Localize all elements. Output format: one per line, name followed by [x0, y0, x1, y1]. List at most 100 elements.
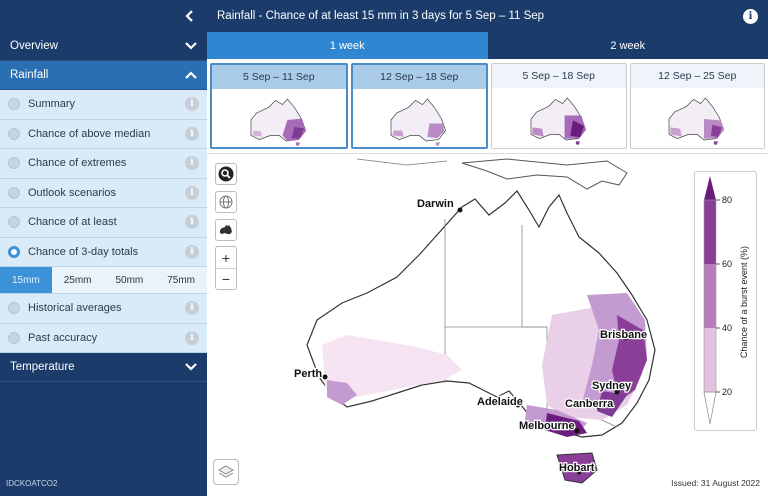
- sidebar-section-label: Temperature: [10, 361, 75, 373]
- sidebar-item-label: Chance of above median: [28, 127, 151, 140]
- radio-button-selected[interactable]: [8, 245, 20, 258]
- chevron-down-icon: [185, 363, 197, 371]
- sidebar-section-label: Overview: [10, 40, 58, 52]
- rainfall-submenu: Summary i Chance of above median i Chanc…: [0, 90, 207, 353]
- product-code: IDCKOATCO2: [6, 479, 58, 488]
- chevron-down-icon: [185, 42, 197, 50]
- sidebar-item-summary[interactable]: Summary i: [0, 90, 207, 120]
- australia-icon: [220, 225, 232, 234]
- zoom-out-button[interactable]: −: [216, 268, 236, 289]
- radio-button[interactable]: [8, 186, 20, 199]
- search-button[interactable]: [215, 163, 237, 185]
- legend-tick: 80: [722, 195, 732, 205]
- period-label: 5 Sep – 11 Sep: [212, 65, 346, 89]
- info-icon[interactable]: i: [185, 330, 199, 345]
- threshold-option-15mm[interactable]: 15mm: [0, 267, 52, 293]
- mini-map-icon: [390, 98, 447, 146]
- threshold-selector: 15mm 25mm 50mm 75mm: [0, 267, 207, 294]
- info-icon[interactable]: i: [185, 215, 199, 230]
- search-icon: [218, 166, 234, 182]
- legend-tick: 40: [722, 323, 732, 333]
- globe-button[interactable]: [215, 191, 237, 213]
- city-label-perth: Perth: [294, 368, 322, 380]
- period-label: 12 Sep – 25 Sep: [630, 64, 764, 88]
- city-label-sydney: Sydney: [592, 380, 632, 392]
- radio-button[interactable]: [8, 98, 20, 111]
- period-thumbnail[interactable]: 12 Sep – 25 Sep: [629, 63, 765, 149]
- sidebar-item-chance-at-least[interactable]: Chance of at least i: [0, 208, 207, 238]
- legend-tick: 20: [722, 387, 732, 397]
- info-icon[interactable]: i: [743, 8, 758, 24]
- chevron-up-icon: [185, 71, 197, 79]
- sidebar-section-label: Rainfall: [10, 69, 49, 81]
- threshold-option-50mm[interactable]: 50mm: [115, 274, 144, 286]
- radio-button[interactable]: [8, 127, 20, 140]
- sidebar-item-label: Summary: [28, 98, 76, 111]
- legend-title: Chance of a burst event (%): [739, 246, 749, 358]
- period-thumbnail[interactable]: 5 Sep – 18 Sep: [491, 63, 627, 149]
- australia-map[interactable]: Darwin Brisbane Perth Sydney Adelaide Ca…: [207, 155, 768, 496]
- sidebar-item-label: Outlook scenarios: [28, 186, 117, 199]
- layers-icon: [218, 465, 234, 478]
- legend-colorbar: 80 60 40 20 Chance of a burst event (%): [703, 176, 749, 425]
- sidebar-item-outlook-scenarios[interactable]: Outlook scenarios i: [0, 179, 207, 208]
- legend: 80 60 40 20 Chance of a burst event (%): [694, 171, 757, 431]
- main-panel: Rainfall - Chance of at least 15 mm in 3…: [207, 0, 768, 496]
- radio-button[interactable]: [8, 331, 20, 344]
- australia-view-button[interactable]: [215, 219, 237, 241]
- mini-map-icon: [668, 97, 725, 145]
- info-icon[interactable]: i: [185, 97, 199, 112]
- info-icon[interactable]: i: [185, 244, 199, 259]
- title-bar: Rainfall - Chance of at least 15 mm in 3…: [207, 0, 768, 32]
- page-title: Rainfall - Chance of at least 15 mm in 3…: [217, 10, 545, 22]
- city-label-hobart: Hobart: [559, 462, 595, 474]
- sidebar-item-chance-above-median[interactable]: Chance of above median i: [0, 120, 207, 149]
- zoom-in-button[interactable]: +: [221, 249, 231, 266]
- week-tabs: 1 week 2 week: [207, 32, 768, 59]
- mini-map-icon: [530, 97, 586, 145]
- mini-map-icon: [250, 98, 306, 146]
- radio-button[interactable]: [8, 216, 20, 229]
- sidebar-item-historical-averages[interactable]: Historical averages i: [0, 294, 207, 324]
- sidebar-item-chance-3day-totals[interactable]: Chance of 3-day totals i: [0, 238, 207, 267]
- sidebar-collapse-bar: [0, 0, 207, 32]
- period-thumbnails: 5 Sep – 11 Sep 12 Sep – 18 Sep: [207, 59, 768, 154]
- info-icon[interactable]: i: [185, 126, 199, 141]
- legend-tick: 60: [722, 259, 732, 269]
- sidebar-section-temperature[interactable]: Temperature: [0, 353, 207, 382]
- sidebar-section-overview[interactable]: Overview: [0, 32, 207, 61]
- issued-date: Issued: 31 August 2022: [671, 478, 760, 488]
- threshold-option-75mm[interactable]: 75mm: [167, 274, 196, 286]
- map-area[interactable]: Darwin Brisbane Perth Sydney Adelaide Ca…: [207, 155, 768, 496]
- sidebar-item-past-accuracy[interactable]: Past accuracy i: [0, 324, 207, 353]
- sidebar-section-rainfall[interactable]: Rainfall: [0, 61, 207, 90]
- city-label-melbourne: Melbourne: [519, 420, 575, 432]
- sidebar: Overview Rainfall Summary i Chance of ab…: [0, 0, 207, 496]
- city-label-darwin: Darwin: [417, 198, 454, 210]
- tab-1-week[interactable]: 1 week: [207, 32, 488, 59]
- radio-button[interactable]: [8, 157, 20, 170]
- globe-icon: [219, 195, 233, 209]
- sidebar-item-label: Historical averages: [28, 302, 122, 315]
- sidebar-item-label: Chance of extremes: [28, 157, 127, 170]
- city-label-canberra: Canberra: [565, 398, 614, 410]
- tab-2-week[interactable]: 2 week: [487, 32, 768, 59]
- city-label-brisbane: Brisbane: [600, 329, 647, 341]
- city-label-adelaide: Adelaide: [477, 396, 523, 408]
- period-label: 12 Sep – 18 Sep: [352, 65, 486, 89]
- info-icon[interactable]: i: [185, 301, 199, 316]
- threshold-option-25mm[interactable]: 25mm: [63, 274, 92, 286]
- period-thumbnail[interactable]: 12 Sep – 18 Sep: [350, 63, 488, 149]
- layers-button[interactable]: [213, 459, 239, 485]
- sidebar-item-label: Past accuracy: [28, 331, 98, 344]
- sidebar-item-chance-extremes[interactable]: Chance of extremes i: [0, 149, 207, 179]
- period-thumbnail[interactable]: 5 Sep – 11 Sep: [210, 63, 348, 149]
- radio-button[interactable]: [8, 302, 20, 315]
- info-icon[interactable]: i: [185, 156, 199, 171]
- sidebar-item-label: Chance of 3-day totals: [28, 245, 139, 258]
- chevron-left-icon[interactable]: [185, 10, 195, 22]
- zoom-controls: + −: [215, 246, 237, 290]
- period-label: 5 Sep – 18 Sep: [492, 64, 626, 88]
- info-icon[interactable]: i: [185, 185, 199, 200]
